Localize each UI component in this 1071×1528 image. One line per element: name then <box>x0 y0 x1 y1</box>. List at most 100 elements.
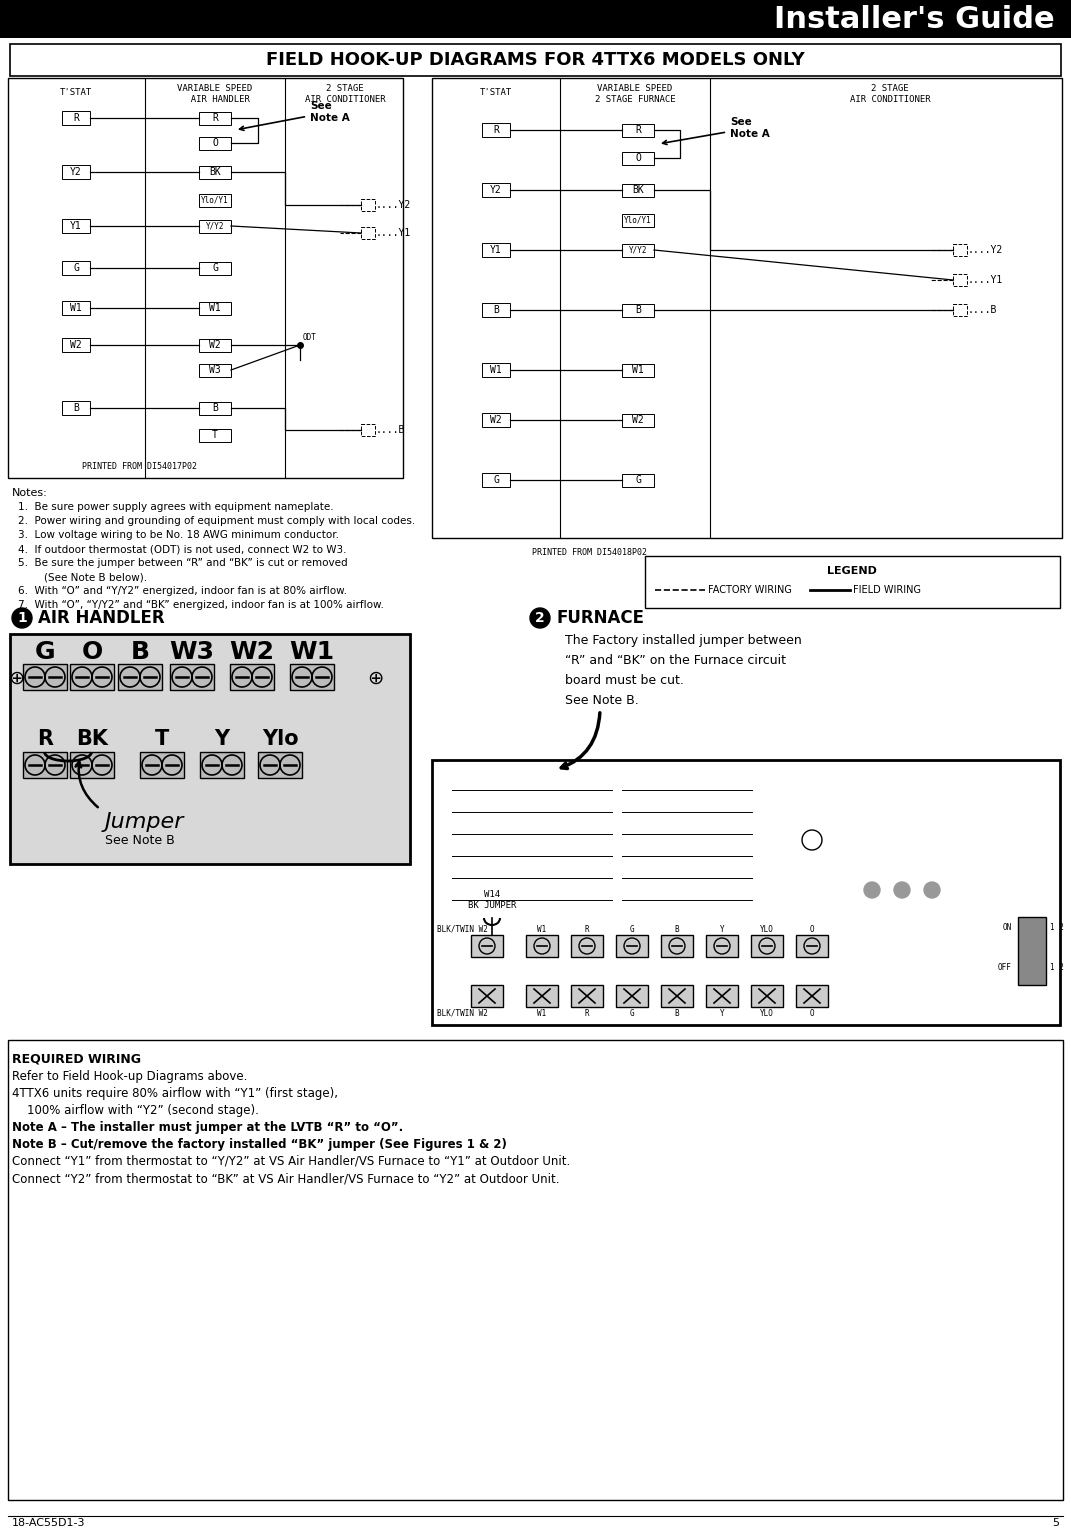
Text: Connect “Y2” from thermostat to “BK” at VS Air Handler/VS Furnace to “Y2” at Out: Connect “Y2” from thermostat to “BK” at … <box>12 1172 559 1186</box>
Text: ....Y1: ....Y1 <box>968 275 1004 286</box>
Text: W2: W2 <box>209 341 221 350</box>
Bar <box>482 413 510 426</box>
Bar <box>290 665 334 691</box>
Bar <box>953 304 967 316</box>
Text: FURNACE: FURNACE <box>556 610 644 626</box>
Bar <box>432 78 1062 538</box>
Text: W2: W2 <box>632 416 644 425</box>
Bar <box>200 752 244 778</box>
Text: REQUIRED WIRING: REQUIRED WIRING <box>12 1051 141 1065</box>
Bar <box>170 665 214 691</box>
Bar <box>62 219 90 232</box>
Bar <box>645 556 1060 608</box>
Text: VARIABLE SPEED
2 STAGE FURNACE: VARIABLE SPEED 2 STAGE FURNACE <box>594 84 676 104</box>
Text: W2: W2 <box>491 416 502 425</box>
Bar <box>622 183 654 197</box>
Bar <box>661 935 693 957</box>
Bar <box>622 214 654 226</box>
Bar <box>471 935 503 957</box>
Bar <box>62 400 90 416</box>
Text: 1.  Be sure power supply agrees with equipment nameplate.: 1. Be sure power supply agrees with equi… <box>18 503 334 512</box>
Text: T'STAT: T'STAT <box>60 89 92 96</box>
Bar <box>661 986 693 1007</box>
Text: ....Y2: ....Y2 <box>968 244 1004 255</box>
Text: B: B <box>493 306 499 315</box>
Bar <box>622 414 654 426</box>
Circle shape <box>12 608 32 628</box>
Text: FACTORY WIRING: FACTORY WIRING <box>708 585 791 594</box>
Text: 100% airflow with “Y2” (second stage).: 100% airflow with “Y2” (second stage). <box>12 1105 259 1117</box>
Text: Y1: Y1 <box>491 244 502 255</box>
Text: Y: Y <box>720 924 724 934</box>
Bar <box>622 124 654 136</box>
Text: B: B <box>73 403 79 413</box>
Circle shape <box>864 882 880 898</box>
Text: Jumper: Jumper <box>105 811 184 833</box>
Text: See Note B: See Note B <box>105 834 175 847</box>
Bar <box>22 752 67 778</box>
Text: R: R <box>585 924 589 934</box>
Text: W1: W1 <box>538 1008 546 1018</box>
Text: W1: W1 <box>70 303 81 313</box>
Bar <box>22 665 67 691</box>
Text: 2: 2 <box>536 611 545 625</box>
Bar <box>482 474 510 487</box>
Bar <box>471 986 503 1007</box>
Bar <box>230 665 274 691</box>
Text: B: B <box>675 1008 679 1018</box>
Text: Note A – The installer must jumper at the LVTB “R” to “O”.: Note A – The installer must jumper at th… <box>12 1122 404 1134</box>
Text: Ylo/Y1: Ylo/Y1 <box>201 196 229 205</box>
Text: 7.  With “O”, “Y/Y2” and “BK” energized, indoor fan is at 100% airflow.: 7. With “O”, “Y/Y2” and “BK” energized, … <box>18 601 383 610</box>
Bar <box>70 752 114 778</box>
Bar <box>751 986 783 1007</box>
Text: Ylo/Y1: Ylo/Y1 <box>624 215 652 225</box>
Text: YLO: YLO <box>760 924 774 934</box>
Text: PRINTED FROM DI54018P02: PRINTED FROM DI54018P02 <box>532 549 648 558</box>
Text: R: R <box>73 113 79 122</box>
Bar <box>1019 917 1046 986</box>
Text: W2: W2 <box>229 640 274 665</box>
Bar <box>526 986 558 1007</box>
Bar <box>622 151 654 165</box>
Bar <box>199 165 231 179</box>
Text: Y2: Y2 <box>491 185 502 196</box>
Text: LEGEND: LEGEND <box>827 565 877 576</box>
Bar <box>622 474 654 486</box>
Text: 2 STAGE
AIR CONDITIONER: 2 STAGE AIR CONDITIONER <box>849 84 931 104</box>
Bar <box>62 338 90 351</box>
Text: Y1: Y1 <box>70 222 81 231</box>
Text: BLK/TWIN W2: BLK/TWIN W2 <box>437 1008 488 1018</box>
Circle shape <box>894 882 910 898</box>
Text: 4.  If outdoor thermostat (ODT) is not used, connect W2 to W3.: 4. If outdoor thermostat (ODT) is not us… <box>18 544 347 555</box>
Bar <box>616 986 648 1007</box>
Text: The Factory installed jumper between
“R” and “BK” on the Furnace circuit
board m: The Factory installed jumper between “R”… <box>565 634 802 707</box>
Bar <box>10 634 410 863</box>
Text: W1: W1 <box>491 365 502 374</box>
Bar <box>70 665 114 691</box>
Text: BLK/TWIN W2: BLK/TWIN W2 <box>437 924 488 934</box>
Text: R: R <box>493 125 499 134</box>
Bar <box>199 136 231 150</box>
Bar <box>571 986 603 1007</box>
Bar <box>622 243 654 257</box>
Text: 1 2: 1 2 <box>1050 923 1064 932</box>
Bar <box>62 165 90 179</box>
Bar <box>258 752 302 778</box>
Bar <box>482 122 510 138</box>
Text: OFF: OFF <box>998 963 1012 972</box>
Text: ....B: ....B <box>376 425 406 435</box>
Bar <box>199 428 231 442</box>
Text: BK: BK <box>76 729 108 749</box>
Bar <box>706 986 738 1007</box>
Bar <box>199 402 231 414</box>
Text: 1: 1 <box>17 611 27 625</box>
Text: R: R <box>212 113 217 122</box>
Text: FIELD HOOK-UP DIAGRAMS FOR 4TTX6 MODELS ONLY: FIELD HOOK-UP DIAGRAMS FOR 4TTX6 MODELS … <box>266 50 804 69</box>
Text: 3.  Low voltage wiring to be No. 18 AWG minimum conductor.: 3. Low voltage wiring to be No. 18 AWG m… <box>18 530 340 539</box>
Text: O: O <box>81 640 103 665</box>
Bar <box>622 364 654 376</box>
Bar <box>432 759 1060 1025</box>
Bar <box>616 935 648 957</box>
Bar <box>199 220 231 232</box>
Bar <box>706 935 738 957</box>
